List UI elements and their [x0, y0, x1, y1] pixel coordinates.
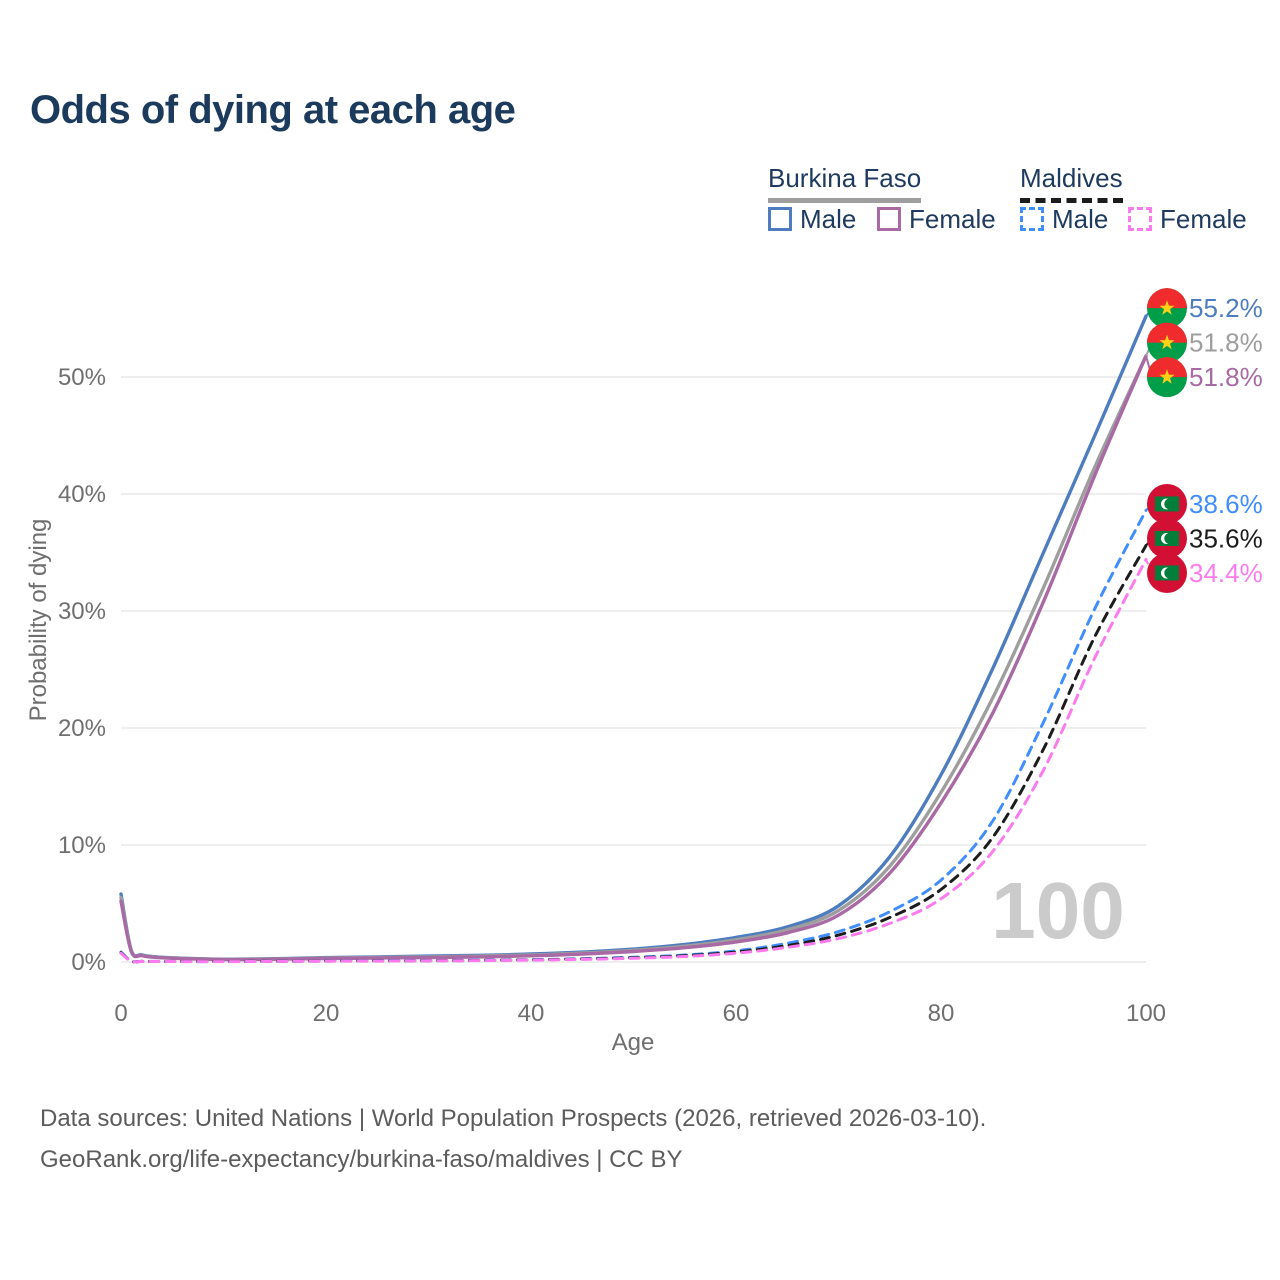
x-tick-60: 60 — [723, 1000, 750, 1027]
burkina-faso-male-end-value: 55.2% — [1189, 293, 1263, 323]
maldives-flag-icon — [1147, 518, 1187, 559]
legend-label-maldives-female[interactable]: Female — [1160, 204, 1247, 234]
footer: Data sources: United Nations | World Pop… — [40, 1098, 986, 1180]
attribution-line: GeoRank.org/life-expectancy/burkina-faso… — [40, 1146, 683, 1173]
legend-country-burkina-faso[interactable]: Burkina Faso — [768, 163, 922, 203]
legend-label-maldives-male[interactable]: Male — [1052, 204, 1109, 234]
x-tick-0: 0 — [114, 1000, 127, 1027]
y-tick-10: 10% — [58, 832, 106, 859]
y-tick-50: 50% — [58, 364, 106, 391]
maldives-female-line[interactable] — [119, 558, 1148, 964]
y-axis-title: Probability of dying — [25, 519, 52, 722]
burkina-faso-female-line[interactable] — [119, 354, 1148, 962]
page-title: Odds of dying at each age — [30, 88, 516, 132]
legend-label-burkina-faso-female[interactable]: Female — [909, 204, 996, 234]
maldives-end-value: 35.6% — [1189, 523, 1263, 553]
x-tick-40: 40 — [518, 1000, 545, 1027]
maldives-flag-icon — [1147, 483, 1187, 524]
burkina-faso-flag-icon — [1147, 357, 1187, 398]
x-axis-title: Age — [612, 1029, 655, 1056]
maldives-female-end-value: 34.4% — [1189, 558, 1263, 588]
y-tick-0: 0% — [71, 949, 106, 976]
legend-country-maldives[interactable]: Maldives — [1020, 163, 1123, 203]
legend-swatch-maldives-female[interactable] — [1128, 207, 1152, 231]
legend-swatch-burkina-faso-male[interactable] — [768, 207, 792, 231]
data-sources-line: Data sources: United Nations | World Pop… — [40, 1105, 987, 1132]
y-tick-30: 30% — [58, 598, 106, 625]
x-tick-20: 20 — [313, 1000, 340, 1027]
y-tick-40: 40% — [58, 481, 106, 508]
age-watermark: 100 — [991, 866, 1124, 955]
maldives-male-end-value: 38.6% — [1189, 489, 1263, 519]
legend-swatch-maldives-male[interactable] — [1020, 207, 1044, 231]
burkina-faso-flag-icon — [1147, 288, 1187, 329]
y-tick-20: 20% — [58, 715, 106, 742]
maldives-flag-icon — [1147, 552, 1187, 593]
legend-swatch-burkina-faso-female[interactable] — [877, 207, 901, 231]
burkina-faso-female-end-value: 51.8% — [1189, 362, 1263, 392]
x-tick-100: 100 — [1126, 1000, 1166, 1027]
burkina-faso-flag-icon — [1147, 322, 1187, 363]
burkina-faso-end-value: 51.8% — [1189, 328, 1263, 358]
legend-label-burkina-faso-male[interactable]: Male — [800, 204, 857, 234]
x-tick-80: 80 — [928, 1000, 955, 1027]
burkina-faso-male-line[interactable] — [119, 314, 1148, 961]
